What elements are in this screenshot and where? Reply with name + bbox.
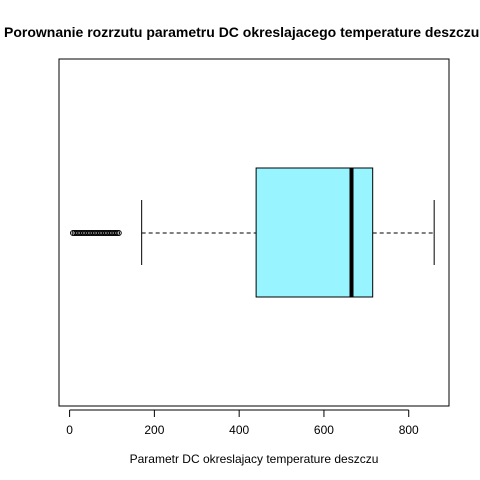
x-tick-label: 600 (314, 423, 334, 437)
x-tick-label: 400 (229, 423, 249, 437)
outlier-point (115, 230, 122, 236)
outliers (69, 230, 122, 236)
outlier-point (114, 230, 121, 236)
boxplot (141, 167, 435, 298)
x-tick-label: 0 (66, 423, 73, 437)
x-tick-label: 200 (144, 423, 164, 437)
outlier-point (112, 230, 119, 236)
chart-title: Porownanie rozrzutu parametru DC okresla… (4, 24, 479, 40)
plot-frame (58, 58, 450, 407)
x-axis: 0 200 400 600 800 (66, 409, 419, 437)
iqr-box (255, 167, 374, 298)
x-axis-label: Parametr DC okreslajacy temperature desz… (130, 452, 379, 466)
x-tick-label: 800 (399, 423, 419, 437)
